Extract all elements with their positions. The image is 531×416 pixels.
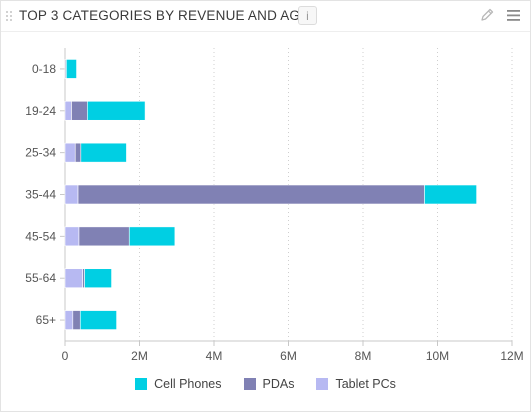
legend-item-cell-phones[interactable]: Cell Phones — [135, 377, 221, 391]
bar-segment-pdas — [72, 101, 88, 120]
bar-segment-pdas — [79, 227, 129, 246]
x-tick-label: 2M — [131, 349, 148, 363]
legend-item-pdas[interactable]: PDAs — [244, 377, 295, 391]
bar-segment-tablet-pcs — [65, 311, 73, 330]
widget-title: TOP 3 CATEGORIES BY REVENUE AND AGE — [19, 8, 309, 23]
bar-segment-cell-phones — [424, 185, 476, 204]
legend-swatch-tablet-pcs — [316, 378, 328, 390]
bar-segment-cell-phones — [81, 143, 127, 162]
bar-segment-cell-phones — [85, 269, 112, 288]
y-tick-label: 35-44 — [25, 188, 56, 202]
x-tick-label: 4M — [206, 349, 223, 363]
y-tick-label: 25-34 — [25, 146, 56, 160]
y-tick-label: 45-54 — [25, 229, 56, 243]
info-button[interactable]: i — [298, 6, 317, 25]
bar-segment-tablet-pcs — [65, 185, 78, 204]
drag-handle-icon[interactable] — [5, 10, 13, 22]
y-tick-label: 0-18 — [32, 62, 56, 76]
bar-segment-tablet-pcs — [65, 227, 79, 246]
x-tick-label: 6M — [280, 349, 297, 363]
hamburger-menu-icon[interactable] — [506, 8, 522, 24]
bar-segment-pdas — [73, 311, 80, 330]
widget-header: TOP 3 CATEGORIES BY REVENUE AND AGE i — [1, 1, 530, 32]
legend-item-tablet-pcs[interactable]: Tablet PCs — [316, 377, 395, 391]
chart-area: 0 2M 4M 6M 8M 10M 12M 0-18 19-24 25-34 35-44 45-54 5… — [1, 32, 530, 411]
bar-segment-tablet-pcs — [65, 101, 72, 120]
x-tick-label: 0 — [62, 349, 69, 363]
chart-legend: Cell Phones PDAs Tablet PCs — [1, 375, 530, 393]
x-tick-label: 12M — [500, 349, 523, 363]
x-tick-label: 8M — [355, 349, 372, 363]
y-tick-label: 55-64 — [25, 271, 56, 285]
stacked-bar-chart: 0 2M 4M 6M 8M 10M 12M 0-18 19-24 25-34 35-44 45-54 5… — [1, 32, 530, 411]
bar-segment-tablet-pcs — [65, 143, 75, 162]
pencil-icon[interactable] — [479, 7, 495, 23]
bar-segment-cell-phones — [129, 227, 175, 246]
bar-segment-cell-phones — [66, 59, 76, 78]
legend-swatch-cell-phones — [135, 378, 147, 390]
y-tick-label: 19-24 — [25, 104, 56, 118]
y-tick-label: 65+ — [36, 313, 56, 327]
x-tick-label: 10M — [426, 349, 449, 363]
bar-segment-cell-phones — [80, 311, 116, 330]
bar-segment-pdas — [75, 143, 81, 162]
bar-segment-pdas — [78, 185, 424, 204]
bar-segment-cell-phones — [87, 101, 145, 120]
bar-segment-tablet-pcs — [65, 269, 83, 288]
legend-label-pdas: PDAs — [263, 377, 295, 391]
legend-label-cell-phones: Cell Phones — [154, 377, 221, 391]
legend-label-tablet-pcs: Tablet PCs — [335, 377, 395, 391]
legend-swatch-pdas — [244, 378, 256, 390]
